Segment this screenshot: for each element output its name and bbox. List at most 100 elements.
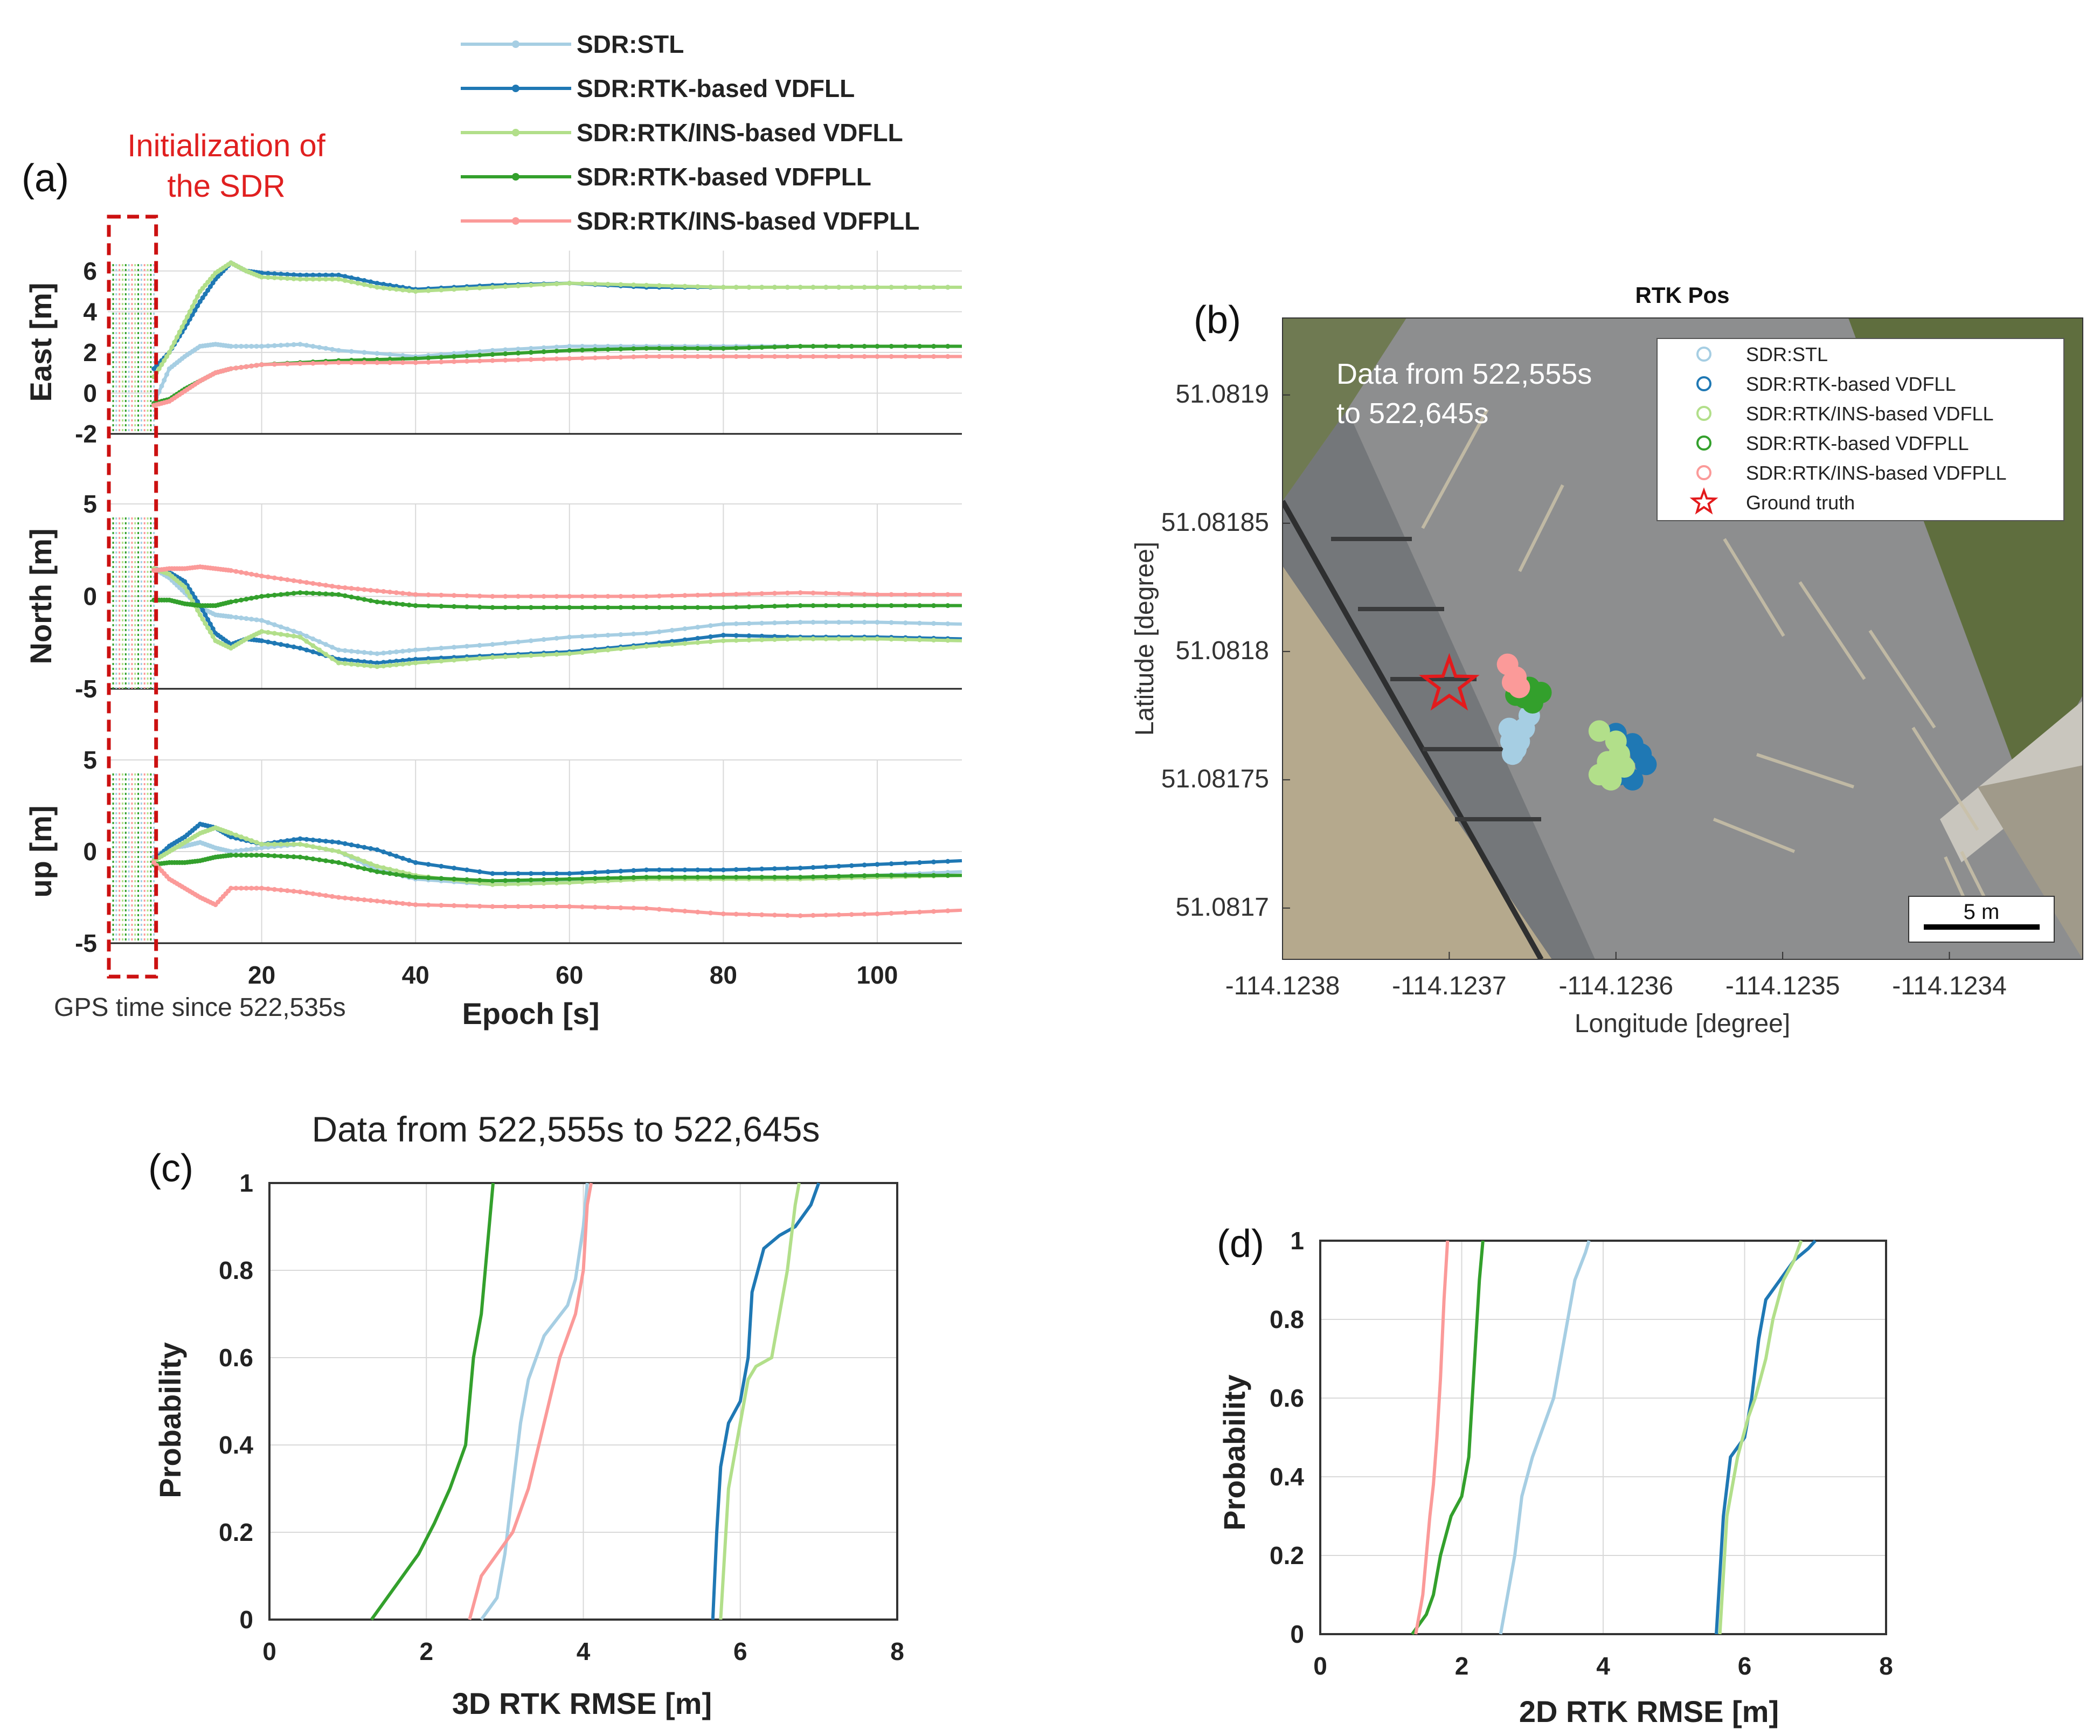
series-point xyxy=(631,605,636,610)
series-point xyxy=(605,869,611,874)
series-point xyxy=(605,347,611,352)
series-point xyxy=(291,591,296,596)
series-point xyxy=(297,579,303,584)
x-tick-label: 6 xyxy=(1738,1652,1752,1680)
series-point xyxy=(177,329,182,335)
series-point xyxy=(249,838,254,843)
series-point xyxy=(516,653,521,659)
series-point xyxy=(708,623,713,628)
x-tick-label: 0 xyxy=(1313,1652,1327,1680)
series-point xyxy=(355,864,361,870)
series-point xyxy=(336,860,341,865)
series-point xyxy=(810,344,816,349)
series-point xyxy=(387,852,393,857)
series-point xyxy=(862,873,867,879)
series-point xyxy=(592,648,598,654)
series-point xyxy=(810,603,816,608)
series-point xyxy=(903,910,908,915)
series-point xyxy=(285,272,290,277)
series-point xyxy=(336,647,341,653)
series-point xyxy=(931,354,937,359)
map-y-label: Latitude [degree] xyxy=(1131,542,1159,736)
y-tick-label: 0.6 xyxy=(219,1344,253,1372)
series-point xyxy=(349,658,354,663)
series-point xyxy=(682,354,688,359)
series-point xyxy=(889,620,894,625)
series-point xyxy=(342,841,348,846)
series-point xyxy=(228,834,233,840)
series-point xyxy=(605,605,611,610)
y-axis-label: North [m] xyxy=(24,529,58,665)
series-point xyxy=(823,874,829,879)
series-point xyxy=(567,605,572,610)
series-point xyxy=(945,859,951,864)
series-point xyxy=(355,843,361,849)
legend-marker-sdr-rtk-based-vdfll xyxy=(512,85,519,92)
init-annotation-line2: the SDR xyxy=(167,169,285,204)
y-tick-label: 0 xyxy=(83,838,97,866)
series-point xyxy=(254,846,259,851)
series-point xyxy=(836,285,842,290)
series-point xyxy=(362,845,367,850)
series-point xyxy=(362,278,367,283)
legend-label-sdr-rtk-ins-based-vdfpll: SDR:RTK/INS-based VDFPLL xyxy=(1746,462,2007,484)
series-point xyxy=(355,649,361,654)
series-point xyxy=(368,868,373,873)
legend-marker-sdr-rtk-ins-based-vdfll xyxy=(1696,406,1711,421)
series-point xyxy=(156,366,162,371)
series-point xyxy=(695,867,701,873)
series-point xyxy=(362,587,367,592)
series-point xyxy=(426,902,431,908)
series-point xyxy=(733,591,739,597)
series-point xyxy=(580,880,585,885)
series-point xyxy=(317,845,322,850)
series-point xyxy=(362,659,367,665)
series-point xyxy=(228,599,233,605)
series-point xyxy=(375,588,380,593)
series-point xyxy=(317,838,322,843)
series-point xyxy=(310,636,316,641)
series-point xyxy=(175,335,180,340)
series-point xyxy=(644,905,649,911)
map-data-range-line1: Data from 522,555s xyxy=(1336,358,1592,390)
series-point xyxy=(503,357,508,363)
series-point xyxy=(931,638,937,643)
legend-label-sdr-rtk-ins-based-vdfll: SDR:RTK/INS-based VDFLL xyxy=(577,119,903,147)
series-point xyxy=(733,285,739,290)
position-point xyxy=(1508,676,1530,698)
series-point xyxy=(580,650,585,655)
series-point xyxy=(233,344,239,349)
legend-label-sdr-rtk-based-vdfll: SDR:RTK-based VDFLL xyxy=(577,74,855,102)
series-point xyxy=(785,354,790,359)
series-point xyxy=(592,633,598,639)
series-point xyxy=(746,875,752,880)
x-tick-label: 60 xyxy=(556,961,583,989)
series-point xyxy=(541,282,546,287)
series-point xyxy=(477,877,482,883)
series-point xyxy=(233,598,239,604)
y-tick-label: -5 xyxy=(75,929,97,957)
cdf-line-sdr-stl xyxy=(480,1182,589,1621)
x-tick-label: 2 xyxy=(1455,1652,1469,1680)
series-point xyxy=(285,276,290,281)
series-point xyxy=(682,605,688,610)
series-point xyxy=(387,360,393,365)
series-point xyxy=(733,911,739,917)
series-point xyxy=(836,636,842,641)
series-point xyxy=(233,886,239,891)
series-point xyxy=(746,867,752,872)
series-point xyxy=(644,875,649,880)
series-point xyxy=(393,659,399,664)
series-point xyxy=(862,591,867,597)
series-point xyxy=(285,577,290,583)
series-point xyxy=(580,356,585,361)
series-point xyxy=(197,612,203,618)
series-point xyxy=(669,593,675,598)
series-point xyxy=(393,868,399,874)
x-tick-label: 40 xyxy=(402,961,429,989)
series-point xyxy=(254,840,259,845)
series-point xyxy=(903,344,908,349)
y-tick-label: 0.8 xyxy=(219,1256,253,1284)
cdf-line-sdr-rtk-ins-based-vdfll xyxy=(1718,1240,1803,1635)
series-point xyxy=(249,886,254,891)
